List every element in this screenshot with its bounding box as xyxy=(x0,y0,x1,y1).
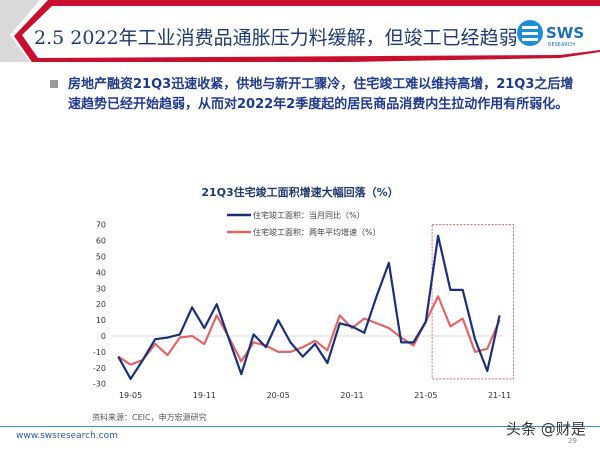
legend-label: 住宅竣工面积：当月同比（%） xyxy=(253,210,365,220)
y-tick-label: 20 xyxy=(96,300,106,309)
y-tick-label: -20 xyxy=(93,364,106,373)
x-tick-label: 20-05 xyxy=(267,391,290,400)
y-tick-label: 10 xyxy=(96,316,106,325)
line-chart: 21Q3住宅竣工面积增速大幅回落（%） 70 60 50 40 30 20 10 0 -10 -20… xyxy=(93,185,515,400)
y-tick-label: 30 xyxy=(96,284,106,293)
y-tick-label: 0 xyxy=(101,332,106,341)
y-tick-label: 60 xyxy=(96,237,106,246)
header-banner xyxy=(0,0,600,62)
y-tick-label: -10 xyxy=(93,348,106,357)
svg-text:RESEARCH: RESEARCH xyxy=(548,42,575,48)
y-tick-label: 70 xyxy=(96,221,106,230)
website-link[interactable]: www.swsresearch.com xyxy=(16,431,118,441)
x-tick-label: 19-11 xyxy=(193,391,216,400)
page-number: 29 xyxy=(568,437,577,445)
page-title: 2.5 2022年工业消费品通胀压力料缓解，但竣工已经趋弱 xyxy=(34,27,518,49)
x-tick-label: 21-11 xyxy=(488,391,511,400)
series-line-1 xyxy=(117,234,501,381)
legend-label: 住宅竣工面积：两年平均增速（%） xyxy=(253,227,381,237)
chart-title: 21Q3住宅竣工面积增速大幅回落（%） xyxy=(201,185,398,199)
x-tick-label: 21-05 xyxy=(414,391,437,400)
source-note: 资料来源：CEIC，申万宏源研究 xyxy=(92,413,207,422)
bullet-text: 房地产融资21Q3迅速收紧，供地与新开工骤冷，住宅竣工难以维持高增，21Q3之后… xyxy=(68,77,574,112)
y-tick-label: -30 xyxy=(93,380,106,389)
svg-text:SWS: SWS xyxy=(546,24,584,42)
series-line-2 xyxy=(117,295,501,366)
y-tick-label: 40 xyxy=(96,268,106,277)
sws-logo: SWS RESEARCH xyxy=(517,20,584,48)
highlight-box xyxy=(431,224,515,380)
bullet-marker xyxy=(50,80,58,88)
y-tick-label: 50 xyxy=(96,253,106,262)
x-tick-label: 19-05 xyxy=(119,391,142,400)
watermark: 头条 @财是 xyxy=(506,420,586,438)
footer-divider xyxy=(0,426,600,427)
x-tick-label: 20-11 xyxy=(340,391,363,400)
